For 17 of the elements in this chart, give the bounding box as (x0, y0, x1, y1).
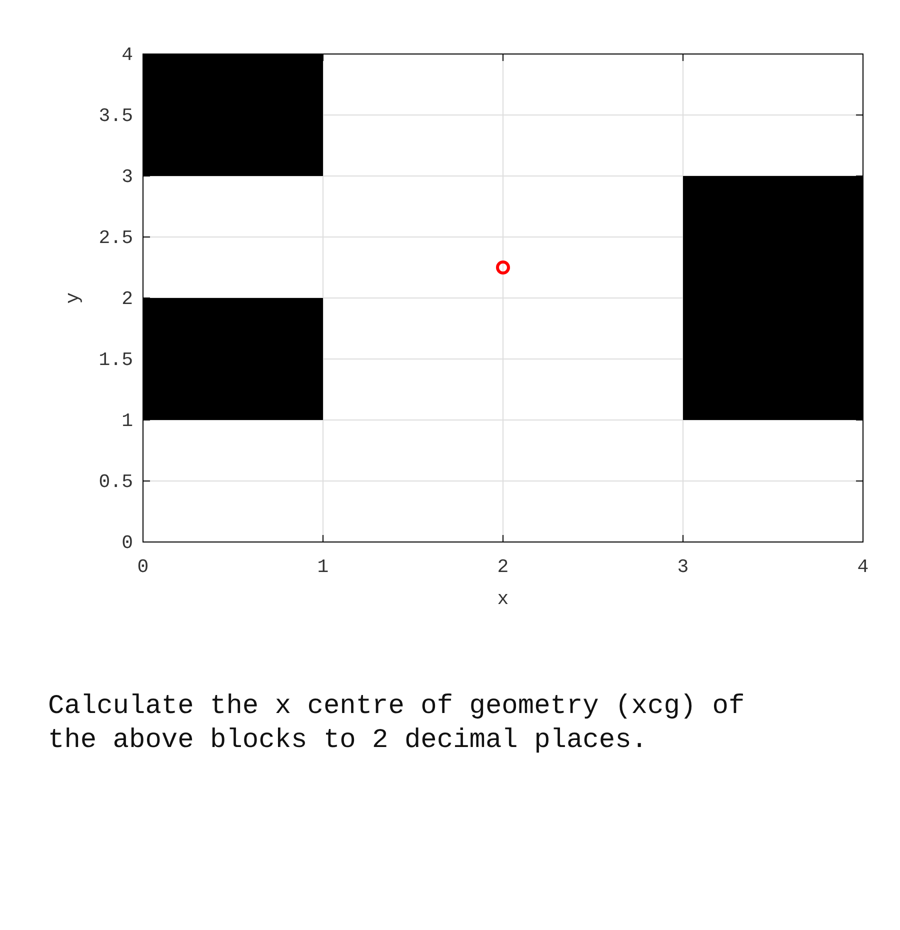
y-tick-label: 3 (122, 166, 133, 188)
text: Calculate the x centre of geometry (xcg) of the above blocks to 2 decimal places. (48, 692, 745, 756)
y-tick-label: 0 (122, 532, 133, 554)
x-axis-title: x (497, 588, 509, 610)
x-tick-label: 4 (857, 556, 869, 578)
x-tick-label: 1 (317, 556, 329, 578)
y-tick-label: 2 (122, 288, 133, 310)
y-tick-label: 3.5 (98, 105, 133, 127)
x-tick-label: 3 (677, 556, 689, 578)
y-tick-label: 4 (122, 44, 133, 66)
y-axis-title: y (62, 292, 84, 304)
y-tick-label: 1 (122, 410, 133, 432)
y-tick-label: 0.5 (98, 471, 133, 493)
x-tick-label: 2 (497, 556, 509, 578)
y-tick-label: 2.5 (98, 227, 133, 249)
y-tick-label: 1.5 (98, 349, 133, 371)
x-tick-label: 0 (137, 556, 149, 578)
